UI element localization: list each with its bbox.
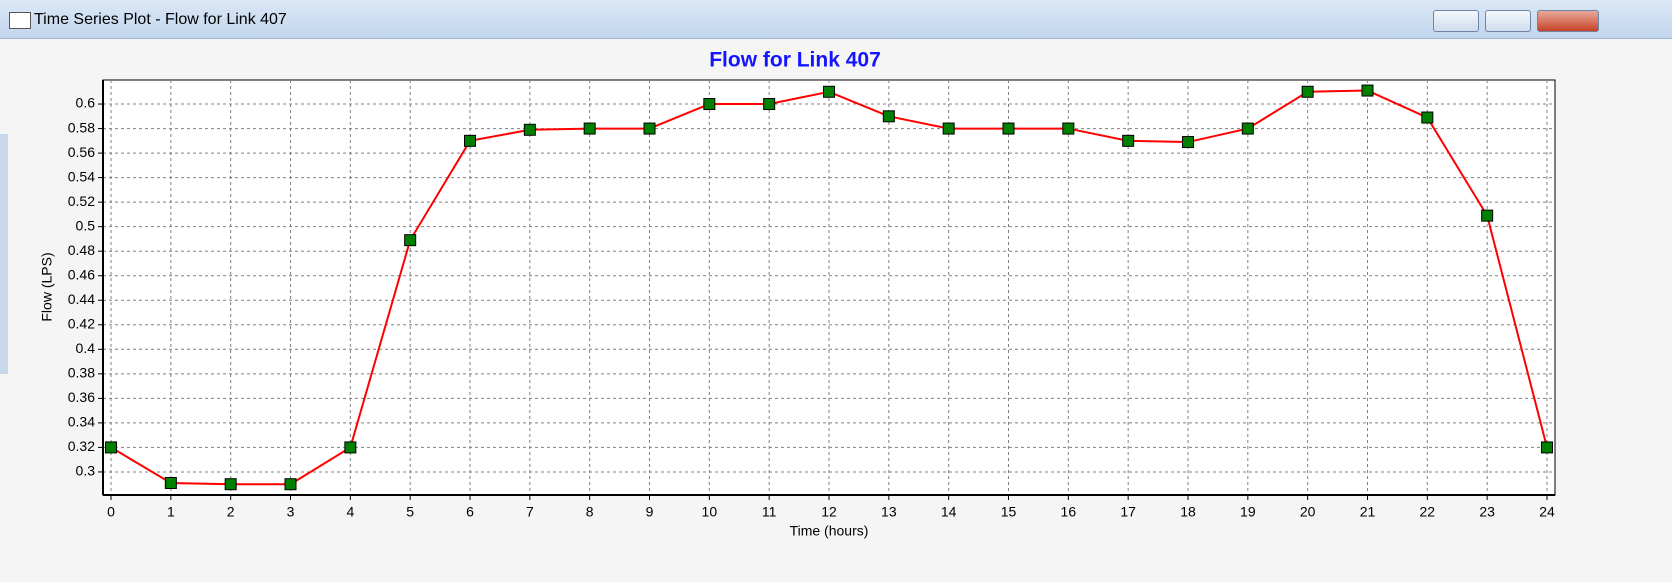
y-tick-label: 0.44 xyxy=(68,291,95,307)
x-tick-label: 0 xyxy=(107,504,115,520)
x-tick-label: 4 xyxy=(346,504,354,520)
data-marker xyxy=(583,122,596,135)
x-tick-label: 12 xyxy=(821,504,837,520)
x-tick-label: 6 xyxy=(466,504,474,520)
x-tick-label: 7 xyxy=(526,504,534,520)
chart-title: Flow for Link 407 xyxy=(709,49,881,72)
y-tick-label: 0.34 xyxy=(68,414,95,430)
y-tick-label: 0.54 xyxy=(68,168,95,184)
x-tick-label: 16 xyxy=(1061,504,1077,520)
x-tick-label: 1 xyxy=(167,504,175,520)
x-tick-label: 18 xyxy=(1180,504,1196,520)
y-tick-label: 0.6 xyxy=(76,95,96,111)
x-tick-label: 22 xyxy=(1420,504,1436,520)
data-marker xyxy=(1301,85,1314,98)
x-tick-label: 10 xyxy=(702,504,718,520)
minimize-button[interactable] xyxy=(1433,10,1479,32)
close-button[interactable] xyxy=(1537,10,1599,32)
data-marker xyxy=(464,134,477,147)
x-tick-label: 3 xyxy=(287,504,295,520)
data-marker xyxy=(164,476,177,489)
x-tick-label: 24 xyxy=(1539,504,1555,520)
data-marker xyxy=(1002,122,1015,135)
y-tick-label: 0.36 xyxy=(68,389,95,405)
data-marker xyxy=(344,441,357,454)
data-marker xyxy=(1481,209,1494,222)
data-marker xyxy=(1421,111,1434,124)
y-tick-label: 0.46 xyxy=(68,266,95,282)
y-tick-label: 0.58 xyxy=(68,119,95,135)
x-tick-label: 23 xyxy=(1479,504,1495,520)
data-marker xyxy=(1062,122,1075,135)
x-tick-label: 8 xyxy=(586,504,594,520)
x-tick-label: 5 xyxy=(406,504,414,520)
x-tick-label: 15 xyxy=(1001,504,1017,520)
x-tick-label: 21 xyxy=(1360,504,1376,520)
plot-area xyxy=(102,79,1556,496)
x-tick-label: 11 xyxy=(762,504,777,520)
x-tick-label: 2 xyxy=(227,504,235,520)
data-marker xyxy=(763,98,776,111)
data-marker xyxy=(1122,134,1135,147)
y-tick-label: 0.5 xyxy=(76,217,96,233)
x-tick-label: 13 xyxy=(881,504,897,520)
y-tick-label: 0.32 xyxy=(68,438,95,454)
title-bar: Time Series Plot - Flow for Link 407 xyxy=(0,0,1672,39)
data-marker xyxy=(882,110,895,123)
x-tick-label: 9 xyxy=(646,504,654,520)
x-tick-label: 17 xyxy=(1120,504,1136,520)
data-marker xyxy=(703,98,716,111)
data-marker xyxy=(1540,441,1553,454)
data-marker xyxy=(404,234,417,247)
x-tick-label: 19 xyxy=(1240,504,1256,520)
x-axis-label: Time (hours) xyxy=(790,523,869,539)
x-tick-label: 14 xyxy=(941,504,957,520)
y-tick-label: 0.56 xyxy=(68,144,95,160)
data-marker xyxy=(1181,136,1194,149)
y-tick-label: 0.3 xyxy=(76,463,96,479)
window-title: Time Series Plot - Flow for Link 407 xyxy=(34,11,287,28)
data-marker xyxy=(284,478,297,491)
data-marker xyxy=(823,85,835,98)
data-marker xyxy=(224,478,237,491)
data-marker xyxy=(1241,122,1254,135)
y-tick-label: 0.42 xyxy=(68,315,95,331)
data-marker xyxy=(942,122,955,135)
y-tick-label: 0.52 xyxy=(68,193,95,209)
maximize-button[interactable] xyxy=(1485,10,1531,32)
data-marker xyxy=(643,122,656,135)
y-axis-label: Flow (LPS) xyxy=(39,252,55,321)
side-panel xyxy=(0,134,8,374)
x-tick-label: 20 xyxy=(1300,504,1316,520)
y-tick-label: 0.48 xyxy=(68,242,95,258)
window-icon xyxy=(9,12,31,29)
y-tick-label: 0.38 xyxy=(68,365,95,381)
data-marker xyxy=(105,441,118,454)
y-tick-label: 0.4 xyxy=(76,340,96,356)
data-marker xyxy=(523,123,536,136)
data-marker xyxy=(1361,84,1374,97)
